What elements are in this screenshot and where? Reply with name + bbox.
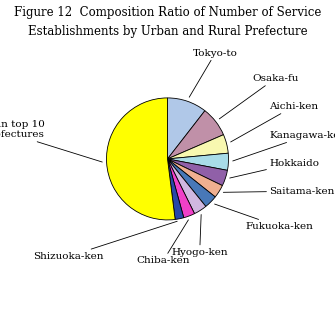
Wedge shape xyxy=(168,135,228,159)
Text: Chiba-ken: Chiba-ken xyxy=(137,220,190,265)
Wedge shape xyxy=(168,159,222,197)
Wedge shape xyxy=(168,111,223,159)
Text: Establishments by Urban and Rural Prefecture: Establishments by Urban and Rural Prefec… xyxy=(28,25,307,38)
Text: Figure 12  Composition Ratio of Number of Service: Figure 12 Composition Ratio of Number of… xyxy=(14,6,321,19)
Text: Fukuoka-ken: Fukuoka-ken xyxy=(215,204,313,231)
Text: Shizuoka-ken: Shizuoka-ken xyxy=(34,221,177,261)
Wedge shape xyxy=(168,153,228,170)
Text: Aichi-ken: Aichi-ken xyxy=(231,102,318,142)
Text: Hokkaido: Hokkaido xyxy=(230,159,319,178)
Text: Kanagawa-ken: Kanagawa-ken xyxy=(233,131,335,161)
Wedge shape xyxy=(107,98,175,220)
Wedge shape xyxy=(168,159,215,206)
Wedge shape xyxy=(168,98,205,159)
Text: Hyogo-ken: Hyogo-ken xyxy=(172,215,228,257)
Text: Other than top 10
prefectures: Other than top 10 prefectures xyxy=(0,120,102,162)
Wedge shape xyxy=(168,159,206,214)
Wedge shape xyxy=(168,159,227,186)
Wedge shape xyxy=(168,159,184,219)
Wedge shape xyxy=(168,159,195,218)
Text: Saitama-ken: Saitama-ken xyxy=(223,187,335,196)
Text: Osaka-fu: Osaka-fu xyxy=(219,74,298,119)
Text: Tokyo-to: Tokyo-to xyxy=(189,48,238,97)
